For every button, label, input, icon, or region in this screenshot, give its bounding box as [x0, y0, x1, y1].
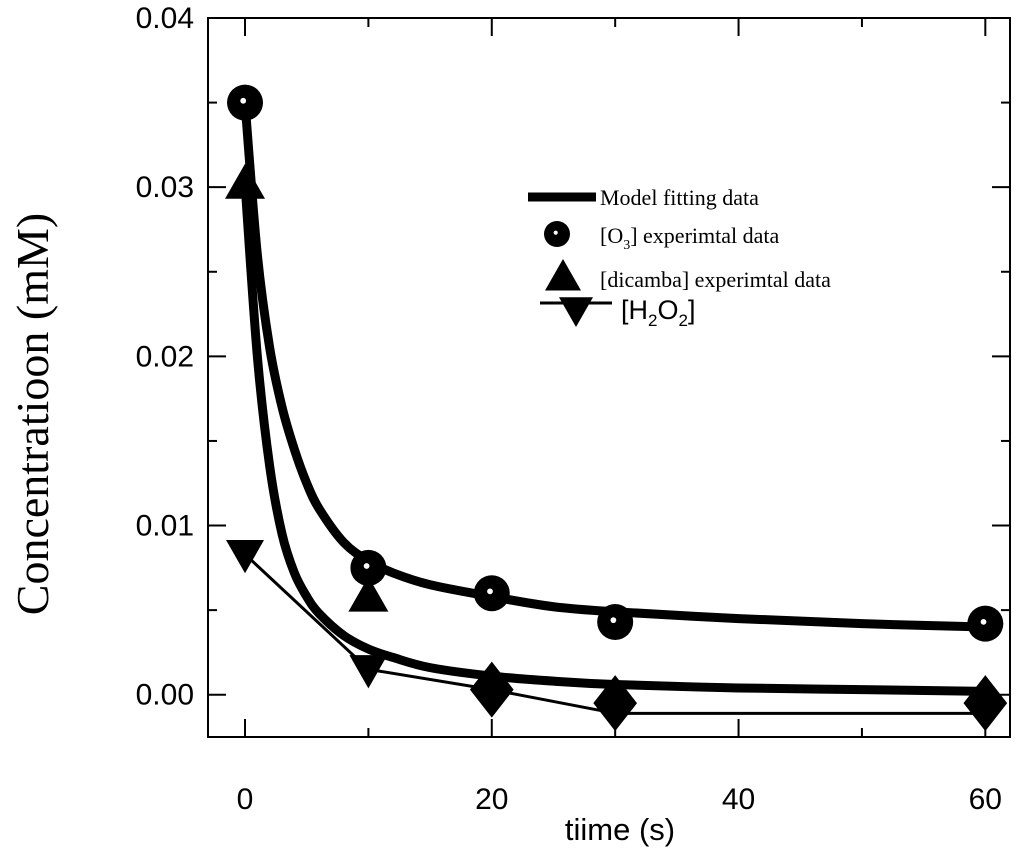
o3-point-highlight: [240, 97, 247, 104]
legend-label-dicamba: [dicamba] experimtal data: [600, 267, 831, 292]
model-fit-curve: [240, 179, 990, 696]
h2o2-line-segment: [491, 688, 616, 715]
plot-frame: [207, 17, 1011, 738]
y-axis-title: Concentratioon (mM): [7, 213, 58, 615]
x-tick-label: 0: [237, 783, 254, 816]
legend-triangle-down-symbol: [559, 297, 593, 327]
y-tick-label: 0.04: [136, 2, 194, 35]
overlap-diamond-point: [593, 675, 638, 732]
legend-label-o3: [O3] experimtal data: [600, 223, 779, 253]
overlap-diamond-point: [963, 675, 1008, 732]
x-tick-label: 20: [475, 783, 508, 816]
o3-point-highlight: [980, 618, 987, 625]
h2o2-point: [349, 655, 388, 689]
legend-label-model: Model fitting data: [600, 185, 759, 210]
y-tick-label: 0.01: [136, 510, 194, 543]
x-tick-label: 40: [722, 783, 755, 816]
o3-point-highlight: [610, 617, 617, 624]
legend-label-h2o2: [H2O2]: [621, 295, 695, 330]
legend-triangle-up-symbol: [545, 259, 581, 291]
o3-point-highlight: [363, 563, 370, 569]
dicamba-point: [348, 576, 389, 612]
model-fit-curve: [240, 98, 990, 632]
legend-circle-symbol-highlight: [553, 230, 558, 235]
x-tick-label: 60: [969, 783, 1002, 816]
dicamba-point: [225, 163, 266, 199]
h2o2-line-segment: [243, 553, 370, 671]
overlap-diamond-point: [469, 661, 514, 718]
y-tick-label: 0.03: [136, 171, 194, 204]
h2o2-point: [226, 540, 265, 574]
y-tick-label: 0.02: [136, 340, 194, 373]
h2o2-line-segment: [368, 667, 493, 692]
y-tick-label: 0.00: [136, 679, 194, 712]
x-axis-title: tiime (s): [565, 812, 675, 847]
o3-point-highlight: [487, 588, 493, 595]
